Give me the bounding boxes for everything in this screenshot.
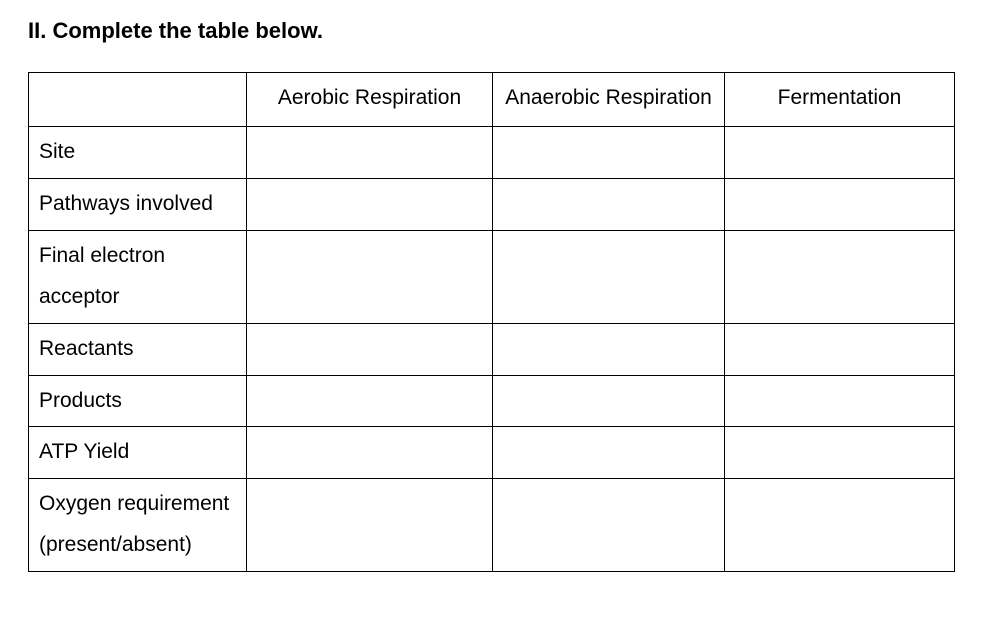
cell[interactable] (725, 479, 955, 572)
row-label-oxygen: Oxygen requirement (present/absent) (29, 479, 247, 572)
row-label-atp: ATP Yield (29, 427, 247, 479)
cell[interactable] (493, 427, 725, 479)
col-header-anaerobic: Anaerobic Respiration (493, 73, 725, 127)
table-row: Final electron acceptor (29, 230, 955, 323)
cell[interactable] (247, 323, 493, 375)
cell[interactable] (247, 479, 493, 572)
row-label-products: Products (29, 375, 247, 427)
table-row: Pathways involved (29, 178, 955, 230)
cell[interactable] (247, 126, 493, 178)
cell[interactable] (725, 323, 955, 375)
row-label-fea: Final electron acceptor (29, 230, 247, 323)
row-label-site: Site (29, 126, 247, 178)
table-row: Products (29, 375, 955, 427)
table-header-row: Aerobic Respiration Anaerobic Respiratio… (29, 73, 955, 127)
cell[interactable] (247, 178, 493, 230)
cell[interactable] (493, 323, 725, 375)
row-label-pathways: Pathways involved (29, 178, 247, 230)
col-header-fermentation: Fermentation (725, 73, 955, 127)
col-header-aerobic: Aerobic Respiration (247, 73, 493, 127)
table-row: ATP Yield (29, 427, 955, 479)
cell[interactable] (493, 230, 725, 323)
cell[interactable] (247, 375, 493, 427)
cell[interactable] (493, 126, 725, 178)
cell[interactable] (493, 479, 725, 572)
table-row: Oxygen requirement (present/absent) (29, 479, 955, 572)
cell[interactable] (493, 375, 725, 427)
row-label-reactants: Reactants (29, 323, 247, 375)
table-body: Site Pathways involved Final electron ac… (29, 126, 955, 571)
cell[interactable] (725, 178, 955, 230)
cell[interactable] (247, 230, 493, 323)
table-head: Aerobic Respiration Anaerobic Respiratio… (29, 73, 955, 127)
cell[interactable] (725, 427, 955, 479)
table-row: Reactants (29, 323, 955, 375)
cell[interactable] (725, 230, 955, 323)
col-header-blank (29, 73, 247, 127)
page: II. Complete the table below. Aerobic Re… (0, 0, 985, 637)
cell[interactable] (725, 375, 955, 427)
cell[interactable] (247, 427, 493, 479)
table-row: Site (29, 126, 955, 178)
cell[interactable] (493, 178, 725, 230)
section-title: II. Complete the table below. (28, 18, 957, 44)
cell[interactable] (725, 126, 955, 178)
comparison-table: Aerobic Respiration Anaerobic Respiratio… (28, 72, 955, 572)
